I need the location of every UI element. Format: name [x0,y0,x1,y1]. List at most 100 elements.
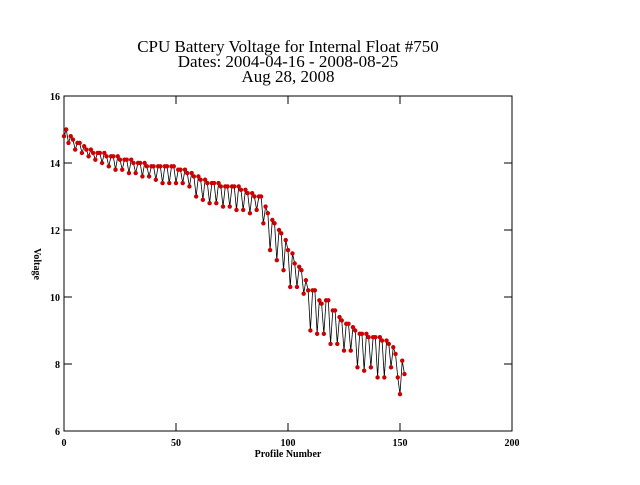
data-point [88,147,94,152]
chart-title: CPU Battery Voltage for Internal Float #… [137,37,439,56]
data-point [382,375,387,380]
data-point [299,268,304,273]
data-point [361,368,367,373]
data-point [68,134,73,139]
data-point [133,170,138,176]
y-tick-label: 8 [55,360,60,371]
chart-date: Aug 28, 2008 [241,67,334,86]
data-point [73,147,78,152]
data-point [312,288,318,293]
data-point [337,314,342,320]
data-point [151,164,156,169]
data-point [326,298,331,303]
data-point [388,365,394,370]
data-point [395,375,400,380]
data-point [285,247,291,253]
data-point [377,335,383,340]
y-axis-label: Voltage [31,248,42,280]
data-point [93,157,98,162]
data-point [232,184,237,189]
data-point [218,184,223,189]
data-point [180,180,185,186]
data-point [297,264,302,270]
data-point [131,160,136,166]
data-point [397,391,403,397]
data-point [258,194,264,199]
data-point [391,345,396,350]
data-point [283,237,288,243]
data-point [84,147,89,152]
data-point [86,154,91,159]
data-point [288,284,293,290]
data-point [355,365,360,370]
data-point [137,160,143,166]
data-point [191,174,197,179]
data-point [185,170,190,176]
data-point [220,204,226,209]
data-point [225,184,230,189]
chart-subtitle: Dates: 2004-04-16 - 2008-08-25 [178,52,399,71]
data-point [171,164,176,169]
data-point [393,351,398,357]
data-point [252,194,257,199]
data-point [274,257,279,263]
data-point [402,371,407,377]
data-point [146,174,152,179]
x-axis-label: Profile Number [255,449,322,460]
data-point [160,180,165,186]
data-point [106,164,112,169]
data-point [129,157,134,162]
data-point [142,160,147,166]
data-point [126,170,132,176]
x-tick-label: 200 [505,438,520,449]
data-point [140,174,145,179]
data-point [113,167,118,172]
data-point [261,221,266,226]
data-point [241,207,246,213]
data-point [124,157,129,162]
data-point [79,150,85,156]
data-point [238,187,244,192]
data-point [292,261,297,266]
data-point [279,231,284,236]
data-point [200,197,206,203]
data-point [202,177,208,182]
data-point [198,177,203,182]
data-point [245,190,250,196]
x-tick-label: 100 [281,438,296,449]
x-tick-label: 50 [171,438,181,449]
data-point [308,328,313,333]
data-point [189,170,194,176]
data-point [368,365,374,370]
data-point [301,291,306,296]
data-point [153,177,159,182]
data-point [353,328,358,333]
data-point [61,134,67,139]
data-point [332,308,338,313]
data-point [305,288,311,293]
data-point [111,154,116,159]
data-point [290,251,295,256]
data-point [144,164,150,169]
x-tick-label: 150 [393,438,408,449]
data-point [90,150,96,156]
data-point [276,227,282,233]
data-point [272,221,277,226]
data-point [339,318,344,323]
data-point [384,338,389,343]
data-point [366,335,371,340]
data-point [99,160,105,166]
data-point [117,157,123,162]
data-point [375,375,380,380]
data-point [254,207,259,213]
data-point [205,180,210,186]
data-point [158,164,163,169]
data-point [120,167,125,172]
data-point [294,284,300,290]
y-tick-label: 14 [50,159,60,170]
x-tick-label: 0 [62,438,67,449]
data-point [214,201,219,206]
data-point [303,278,309,283]
